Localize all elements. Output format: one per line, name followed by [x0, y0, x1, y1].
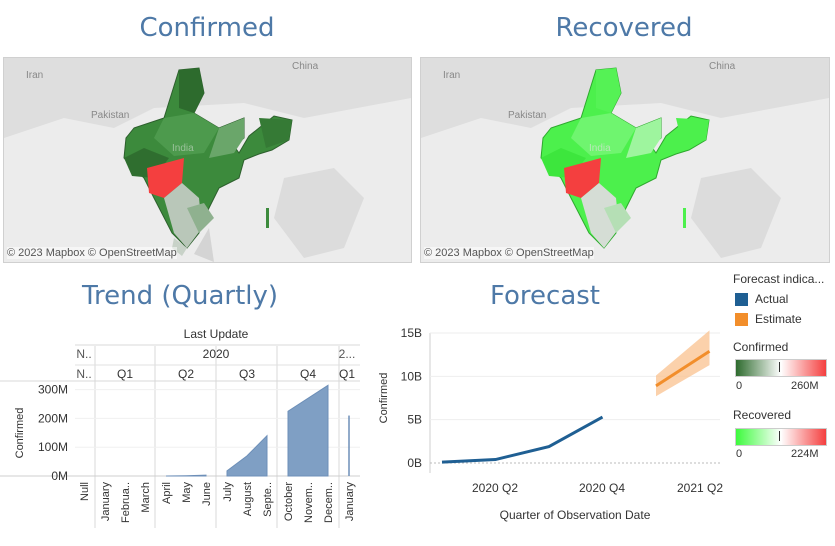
trend-quarter: Q4: [300, 367, 316, 381]
trend-quarter: Q2: [178, 367, 194, 381]
trend-year-2020: 2020: [203, 347, 230, 361]
trend-y-label: Confirmed: [14, 408, 26, 459]
recovered-map-shapes: [421, 58, 829, 262]
forecast-chart[interactable]: 0B 5B 10B 15B 2020 Q2 2020 Q4 2021 Q2 Confirm…: [370, 318, 730, 541]
trend-quarter: Q1: [117, 367, 133, 381]
recovered-map[interactable]: Iran Pakistan China India © 2023 Mapbox …: [420, 57, 830, 263]
trend-y-tick: 0M: [51, 469, 68, 483]
map-label-iran: Iran: [443, 70, 461, 81]
trend-null-quarter: N..: [76, 367, 91, 381]
trend-x-tick: Decem..: [323, 482, 335, 523]
map-label-china: China: [292, 61, 319, 72]
trend-quarter-2021: Q1: [339, 367, 355, 381]
confirmed-ramp-max: 260M: [791, 380, 819, 392]
trend-x-tick: March: [140, 482, 152, 513]
trend-x-tick: July: [222, 482, 234, 502]
forecast-y-tick: 0B: [407, 456, 422, 470]
forecast-y-label: Confirmed: [378, 373, 390, 424]
forecast-x-label: Quarter of Observation Date: [500, 508, 651, 522]
trend-x-tick: April: [161, 482, 173, 504]
forecast-x-tick: 2021 Q2: [677, 481, 723, 495]
recovered-ramp-max: 224M: [791, 448, 819, 460]
trend-year-2021: 2...: [339, 347, 356, 361]
recovered-ramp-center: [779, 431, 780, 441]
map-label-iran: Iran: [26, 70, 44, 81]
legend-actual-label: Actual: [755, 292, 789, 306]
legend-actual[interactable]: Actual: [735, 292, 788, 306]
confirmed-ramp-center: [779, 362, 780, 372]
forecast-x-tick: 2020 Q2: [472, 481, 518, 495]
trend-y-tick: 200M: [38, 411, 68, 425]
confirmed-map-shapes: [4, 58, 411, 262]
forecast-y-tick: 15B: [401, 326, 422, 340]
legend-estimate[interactable]: Estimate: [735, 312, 802, 326]
trend-area-segment: [226, 434, 268, 477]
recovered-color-ramp[interactable]: [735, 428, 827, 446]
trend-x-tick: October: [283, 482, 295, 521]
trend-x-tick: August: [242, 482, 254, 516]
confirmed-ramp-min: 0: [736, 380, 743, 392]
map-label-pakistan: Pakistan: [91, 110, 130, 121]
forecast-actual-line: [441, 415, 604, 464]
forecast-y-tick: 5B: [407, 413, 422, 427]
trend-x-tick: May: [181, 482, 193, 503]
map-label-pakistan: Pakistan: [508, 110, 547, 121]
confirmed-color-ramp[interactable]: [735, 359, 827, 377]
trend-title: Trend (Quartly): [81, 281, 279, 311]
recovered-legend-title: Recovered: [733, 408, 792, 422]
legend-estimate-swatch: [735, 312, 748, 326]
forecast-legend-title: Forecast indica...: [733, 272, 825, 286]
recovered-ramp-min: 0: [736, 448, 743, 460]
confirmed-map[interactable]: Iran Pakistan China India © 2023 Mapbox …: [3, 57, 412, 263]
forecast-y-tick: 10B: [401, 369, 422, 383]
trend-x-tick: Februa..: [120, 482, 132, 523]
trend-null-year: N..: [76, 347, 91, 361]
trend-quarter: Q3: [239, 367, 255, 381]
confirmed-legend-title: Confirmed: [733, 340, 789, 354]
trend-y-tick: 100M: [38, 440, 68, 454]
trend-area-segment: [165, 474, 207, 477]
forecast-estimate-line: [655, 349, 711, 388]
map-label-india: India: [589, 143, 611, 154]
confirmed-map-title: Confirmed: [139, 13, 275, 43]
trend-chart[interactable]: Last Update N.. 2020 2... N.. Q1 Q2 Q3 Q…: [0, 318, 365, 541]
map-label-india: India: [172, 143, 194, 154]
recovered-map-attribution[interactable]: © 2023 Mapbox © OpenStreetMap: [424, 247, 594, 259]
trend-x-tick: June: [201, 482, 213, 506]
confirmed-map-attribution[interactable]: © 2023 Mapbox © OpenStreetMap: [7, 247, 177, 259]
trend-x-tick: Septe..: [262, 482, 274, 517]
forecast-x-tick: 2020 Q4: [579, 481, 625, 495]
trend-x-tick: Novem..: [303, 482, 315, 523]
trend-header: Last Update: [184, 327, 249, 341]
legend-estimate-label: Estimate: [755, 312, 802, 326]
trend-x-tick: January: [100, 482, 112, 522]
legend-actual-swatch: [735, 292, 748, 306]
forecast-title: Forecast: [489, 281, 601, 311]
trend-chart-svg: Last Update N.. 2020 2... N.. Q1 Q2 Q3 Q…: [0, 327, 360, 528]
map-label-china: China: [709, 61, 736, 72]
forecast-chart-svg: 0B 5B 10B 15B 2020 Q2 2020 Q4 2021 Q2 Confirm…: [378, 326, 723, 522]
trend-x-tick: January: [344, 482, 356, 522]
trend-area-segment: [287, 384, 329, 477]
trend-x-tick: Null: [79, 482, 91, 501]
forecast-estimate-band: [656, 330, 710, 397]
trend-y-tick: 300M: [38, 383, 68, 397]
recovered-map-title: Recovered: [555, 13, 693, 43]
